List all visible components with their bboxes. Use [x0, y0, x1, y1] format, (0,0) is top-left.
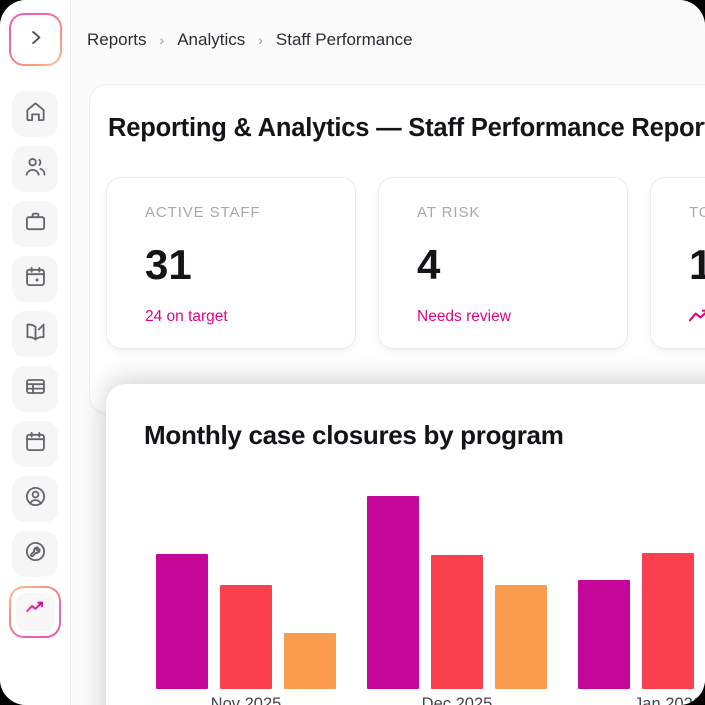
- home-icon: [24, 100, 47, 128]
- report-panel: Reporting & Analytics — Staff Performanc…: [89, 84, 705, 414]
- breadcrumb: Reports › Analytics › Staff Performance: [87, 30, 413, 50]
- stat-value: 31: [145, 241, 192, 288]
- sidebar-item-cases[interactable]: [12, 201, 58, 247]
- stat-label: ACTIVE STAFF: [145, 204, 261, 221]
- table-icon: [24, 375, 47, 403]
- sidebar-item-resources[interactable]: [12, 311, 58, 357]
- bar[interactable]: [578, 580, 630, 689]
- sidebar-item-home[interactable]: [12, 91, 58, 137]
- sidebar: [0, 0, 71, 705]
- sidebar-item-tools[interactable]: [12, 531, 58, 577]
- stat-label: AT RISK: [417, 204, 481, 221]
- stat-subtext: Needs review: [417, 308, 627, 326]
- sidebar-item-schedule[interactable]: [12, 256, 58, 302]
- stat-card-at-risk[interactable]: AT RISK 4 Needs review: [378, 177, 628, 349]
- bar[interactable]: [220, 585, 272, 689]
- bar[interactable]: [431, 555, 483, 689]
- stat-subtext: 24 on target: [145, 308, 355, 326]
- chart-title: Monthly case closures by program: [144, 420, 564, 450]
- breadcrumb-separator-icon: ›: [258, 32, 263, 48]
- sidebar-item-list: [9, 91, 61, 638]
- wrench-circle-icon: [24, 540, 47, 568]
- x-axis-label: Dec 2025: [421, 695, 493, 705]
- briefcase-icon: [24, 210, 47, 238]
- stat-subtext: [688, 308, 705, 328]
- stat-value: 4: [417, 241, 441, 288]
- x-axis-label: Jan 2026: [634, 695, 702, 705]
- sidebar-item-calendar[interactable]: [12, 421, 58, 467]
- stat-card-active-staff[interactable]: ACTIVE STAFF 31 24 on target: [106, 177, 356, 349]
- bar[interactable]: [156, 553, 208, 689]
- stat-label: TOTAL CASES: [689, 204, 705, 221]
- sidebar-item-records[interactable]: [12, 366, 58, 412]
- user-circle-icon: [24, 485, 47, 513]
- breadcrumb-item-reports[interactable]: Reports: [87, 30, 147, 49]
- x-axis-label: Nov 2025: [210, 695, 282, 705]
- bar[interactable]: [284, 632, 336, 689]
- bar[interactable]: [495, 585, 547, 689]
- stat-card-total-cases[interactable]: TOTAL CASES 1,482: [650, 177, 705, 349]
- breadcrumb-item-staff-performance[interactable]: Staff Performance: [275, 30, 413, 49]
- breadcrumb-item-analytics[interactable]: Analytics: [177, 30, 246, 49]
- stat-card-row: ACTIVE STAFF 31 24 on target AT RISK 4 N…: [106, 177, 705, 349]
- main-content-area: Reports › Analytics › Staff Performance …: [71, 0, 705, 705]
- bar[interactable]: [367, 496, 419, 689]
- sidebar-item-reports[interactable]: [9, 586, 61, 638]
- chart-card: Monthly case closures by program Nov 202…: [106, 384, 705, 705]
- sidebar-item-profile[interactable]: [12, 476, 58, 522]
- stat-subtext-label: 24 on target: [145, 308, 228, 325]
- calendar-dot-icon: [24, 265, 47, 293]
- book-icon: [24, 320, 47, 348]
- expand-sidebar-button[interactable]: [8, 13, 62, 66]
- bar-chart-trend-icon: [24, 598, 47, 626]
- bar-group: [367, 496, 547, 689]
- trend-up-icon: [688, 308, 705, 328]
- calendar-icon: [24, 430, 47, 458]
- users-icon: [24, 155, 47, 183]
- stat-subtext-label: Needs review: [417, 308, 511, 325]
- chevron-right-icon: [26, 28, 45, 52]
- page-title: Reporting & Analytics — Staff Performanc…: [108, 114, 705, 142]
- bar[interactable]: [642, 552, 694, 689]
- breadcrumb-separator-icon: ›: [159, 32, 165, 48]
- bar-chart-plot-area: [144, 479, 705, 689]
- sidebar-item-people[interactable]: [12, 146, 58, 192]
- bar-group: [578, 552, 705, 689]
- bar-group: [156, 553, 336, 689]
- stat-value: 1,482: [689, 241, 705, 288]
